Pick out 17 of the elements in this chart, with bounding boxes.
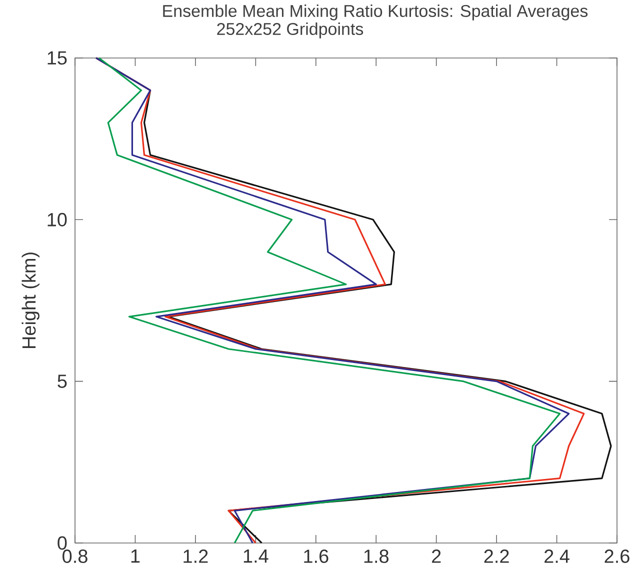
chart-subtitle: 252x252 Gridpoints <box>217 22 364 38</box>
x-tick-label: 2 <box>432 550 441 563</box>
x-tick-label: 1.2 <box>184 550 208 563</box>
x-tick-label: 1 <box>131 550 140 563</box>
y-tick-label: 0 <box>58 536 67 550</box>
x-tick-label: 2.6 <box>604 550 630 563</box>
x-tick-label: 2.2 <box>484 550 509 563</box>
y-tick-label: 5 <box>58 374 67 388</box>
y-tick-label: 10 <box>48 212 67 226</box>
y-tick-label: 15 <box>48 51 67 65</box>
chart-title: Ensemble Mean Mixing Ratio Kurtosis: Spatial Averages <box>163 4 588 20</box>
x-tick-label: 1.4 <box>244 550 268 563</box>
x-tick-label: 2.4 <box>544 550 570 563</box>
y-axis-title: Height (km) <box>22 252 40 348</box>
x-tick-label: 1.6 <box>304 550 328 563</box>
x-tick-label: 0.8 <box>62 550 88 563</box>
x-tick-label: 1.8 <box>364 550 388 563</box>
